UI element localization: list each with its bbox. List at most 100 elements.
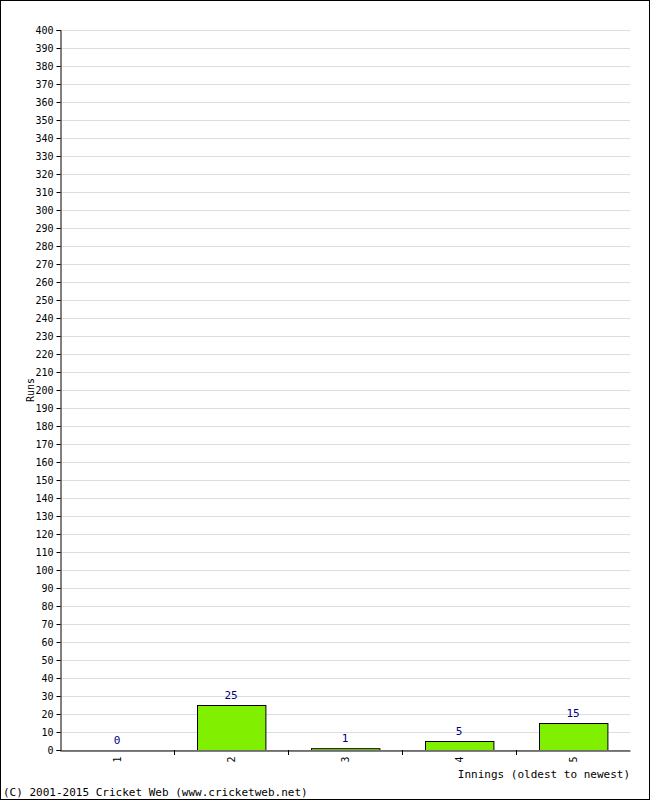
chart: 0102030405060708090100110120130140150160…	[0, 0, 650, 800]
grid-line	[60, 354, 630, 355]
tick: 390	[35, 43, 60, 54]
tick: 310	[35, 187, 60, 198]
tick-label: 160	[35, 457, 53, 468]
grid-line	[60, 372, 630, 373]
data-label: 15	[566, 707, 579, 720]
tick-mark	[57, 606, 61, 607]
tick: 60	[41, 637, 60, 648]
grid-line	[60, 264, 630, 265]
tick-label: 290	[35, 223, 53, 234]
tick-label: 100	[35, 565, 53, 576]
tick: 120	[35, 529, 60, 540]
tick-label: 360	[35, 97, 53, 108]
tick-mark	[57, 156, 61, 157]
data-label: 0	[114, 734, 121, 747]
tick-mark	[57, 120, 61, 121]
grid-line	[60, 228, 630, 229]
tick-label: 140	[35, 493, 53, 504]
tick: 4	[454, 751, 465, 763]
tick: 280	[35, 241, 60, 252]
tick-mark	[57, 228, 61, 229]
tick-label: 130	[35, 511, 53, 522]
bars	[198, 706, 608, 751]
grid-line	[60, 120, 630, 121]
tick-label: 40	[41, 673, 53, 684]
tick: 10	[41, 727, 60, 738]
tick: 230	[35, 331, 60, 342]
background	[1, 1, 650, 800]
tick-label: 270	[35, 259, 53, 270]
grid-line	[60, 246, 630, 247]
tick-label: 110	[35, 547, 53, 558]
tick-label: 390	[35, 43, 53, 54]
grid-line	[60, 390, 630, 391]
tick-mark	[57, 246, 61, 247]
tick-label: 280	[35, 241, 53, 252]
tick: 290	[35, 223, 60, 234]
tick-label: 3	[340, 757, 351, 763]
tick: 200	[35, 385, 60, 396]
tick-mark	[57, 210, 61, 211]
grid-line	[60, 138, 630, 139]
tick: 2	[226, 751, 237, 763]
category-separator	[288, 750, 289, 755]
grid-line	[60, 102, 630, 103]
grid-line	[60, 606, 630, 607]
tick: 380	[35, 61, 60, 72]
tick: 100	[35, 565, 60, 576]
grid-line	[60, 156, 630, 157]
tick-mark	[57, 390, 61, 391]
tick-label: 380	[35, 61, 53, 72]
tick-label: 260	[35, 277, 53, 288]
tick-label: 180	[35, 421, 53, 432]
data-labels: 0251515	[114, 689, 580, 747]
tick-label: 50	[41, 655, 53, 666]
tick-mark	[57, 192, 61, 193]
tick-mark	[57, 714, 61, 715]
tick-mark	[57, 588, 61, 589]
x-axis: 12345	[61, 751, 631, 763]
tick-mark	[57, 300, 61, 301]
tick-mark	[57, 318, 61, 319]
tick-label: 4	[454, 757, 465, 763]
grid-line	[60, 498, 630, 499]
tick: 80	[41, 601, 60, 612]
tick: 320	[35, 169, 60, 180]
tick-label: 220	[35, 349, 53, 360]
tick-mark	[57, 642, 61, 643]
grid-line	[60, 516, 630, 517]
tick-label: 10	[41, 727, 53, 738]
grid-line	[60, 318, 630, 319]
tick-label: 330	[35, 151, 53, 162]
y-axis: 0102030405060708090100110120130140150160…	[35, 25, 61, 756]
tick-mark	[57, 66, 61, 67]
category-separators	[175, 750, 517, 755]
tick: 70	[41, 619, 60, 630]
grid-line	[60, 84, 630, 85]
tick: 160	[35, 457, 60, 468]
bar	[198, 706, 266, 751]
grid-line	[60, 210, 630, 211]
tick-mark	[57, 30, 61, 31]
tick-label: 320	[35, 169, 53, 180]
tick-mark	[57, 660, 61, 661]
tick-mark	[57, 498, 61, 499]
tick-label: 350	[35, 115, 53, 126]
tick: 210	[35, 367, 60, 378]
tick-label: 370	[35, 79, 53, 90]
tick: 30	[41, 691, 60, 702]
tick: 400	[35, 25, 60, 36]
tick-mark	[57, 534, 61, 535]
grid-line	[60, 462, 630, 463]
tick-mark	[57, 264, 61, 265]
tick: 270	[35, 259, 60, 270]
tick-mark	[57, 750, 61, 751]
axis-line	[61, 751, 631, 752]
tick: 300	[35, 205, 60, 216]
tick: 50	[41, 655, 60, 666]
tick: 1	[112, 751, 123, 763]
tick-mark	[57, 570, 61, 571]
tick-mark	[57, 480, 61, 481]
tick: 150	[35, 475, 60, 486]
tick: 370	[35, 79, 60, 90]
